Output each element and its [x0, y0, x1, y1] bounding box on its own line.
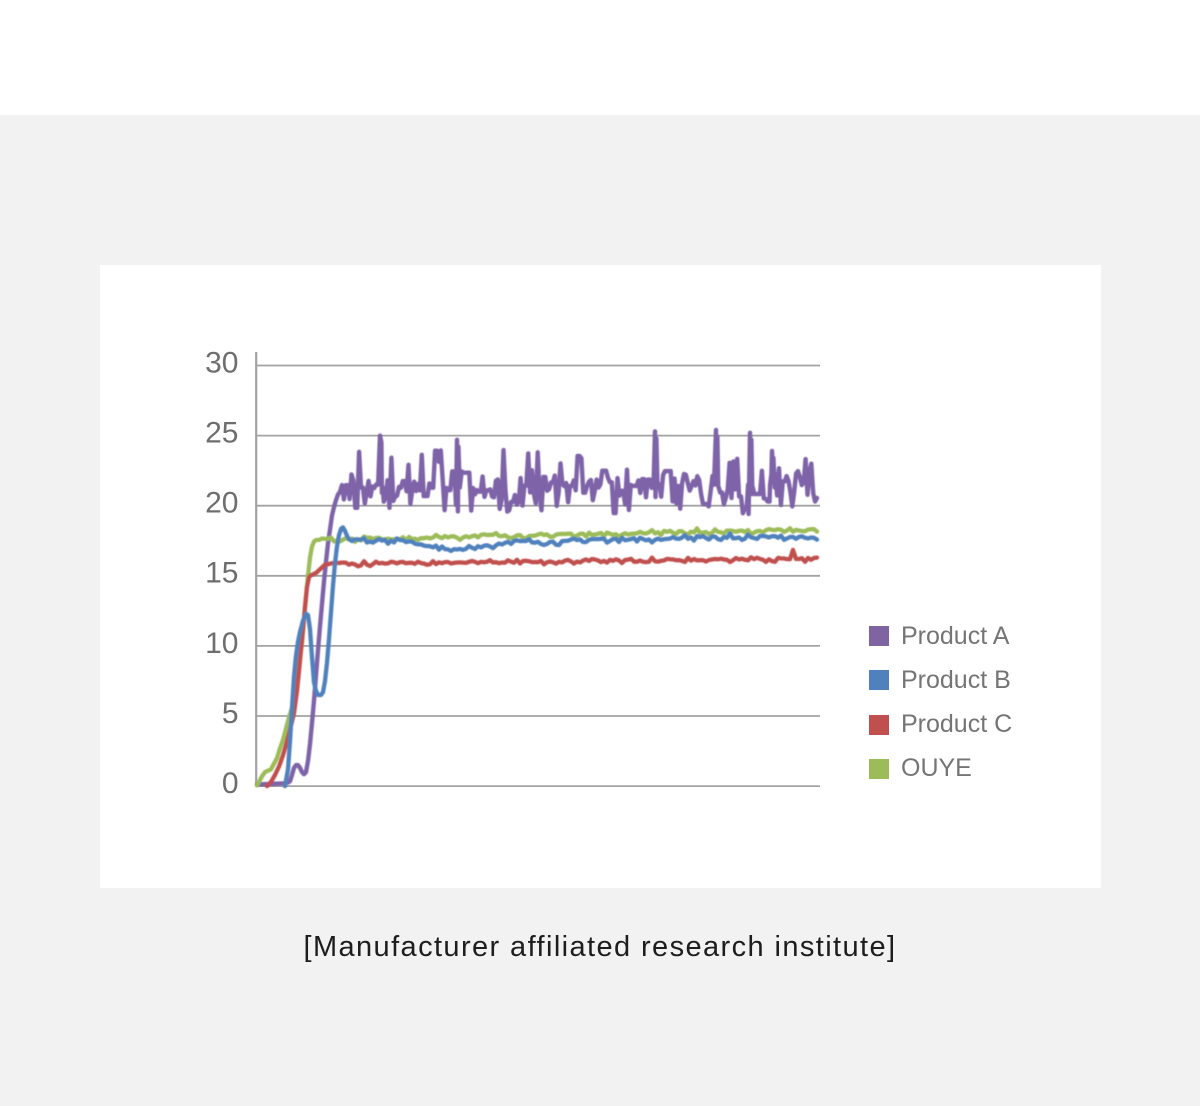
svg-text:15: 15: [205, 557, 238, 590]
svg-text:20: 20: [205, 487, 238, 520]
svg-text:10: 10: [205, 627, 238, 660]
svg-text:5: 5: [222, 697, 239, 730]
svg-text:25: 25: [205, 417, 238, 450]
svg-text:30: 30: [205, 346, 238, 379]
svg-text:0: 0: [222, 767, 239, 800]
